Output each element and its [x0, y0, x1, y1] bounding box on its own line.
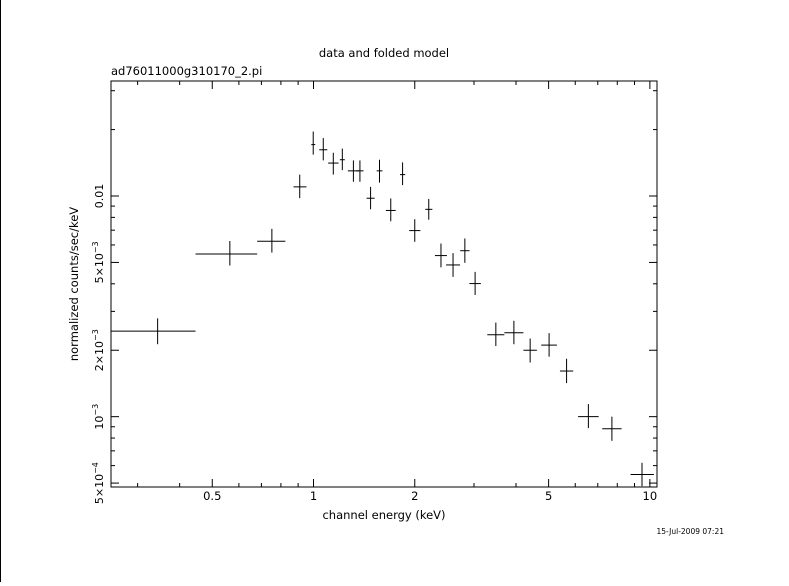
x-tick-labels: 0.5 1 2 5 10 — [203, 489, 657, 503]
data-point — [195, 241, 258, 266]
x-tick-label: 5 — [545, 489, 552, 503]
data-point — [376, 159, 383, 183]
data-point — [409, 219, 421, 242]
x-major-ticks — [211, 81, 651, 487]
data-point — [541, 333, 557, 357]
x-tick-label: 10 — [643, 489, 658, 503]
data-point — [339, 148, 345, 171]
x-minor-ticks — [137, 81, 635, 487]
plot-frame — [110, 80, 658, 488]
data-point — [111, 318, 196, 345]
data-points — [111, 131, 654, 487]
chart-title: data and folded model — [319, 46, 449, 60]
y-axis-label: normalized counts/sec/keV — [67, 207, 81, 361]
data-point — [630, 462, 654, 487]
y-tick-labels: 5×10−4 10−3 2×10−3 5×10−3 0.01 — [91, 184, 106, 504]
data-point — [385, 198, 396, 222]
x-tick-label: 1 — [310, 489, 317, 503]
data-point — [257, 228, 286, 253]
data-point — [434, 243, 447, 268]
data-point — [559, 358, 574, 384]
data-point — [460, 238, 470, 263]
y-tick-label: 5×10−3 — [91, 241, 106, 283]
data-point — [366, 186, 375, 210]
x-tick-label: 2 — [411, 489, 418, 503]
data-point — [425, 198, 433, 220]
data-point — [319, 138, 328, 161]
y-tick-label: 0.01 — [93, 184, 106, 209]
data-point — [356, 160, 364, 182]
chart-subtitle: ad76011000g310170_2.pi — [111, 64, 262, 78]
data-point — [328, 152, 339, 175]
data-point — [578, 404, 599, 429]
data-point — [523, 338, 537, 363]
y-tick-label: 5×10−4 — [91, 462, 106, 504]
y-minor-ticks — [111, 90, 657, 467]
data-point — [293, 174, 307, 199]
y-tick-label: 10−3 — [91, 404, 106, 430]
data-point — [602, 416, 622, 441]
x-axis-label: channel energy (keV) — [322, 508, 445, 522]
data-point — [311, 131, 316, 155]
data-point — [504, 320, 524, 345]
data-point — [400, 162, 406, 186]
window-left-border — [0, 0, 1, 582]
y-major-ticks — [111, 195, 657, 484]
data-point — [487, 322, 505, 347]
y-tick-label: 2×10−3 — [91, 329, 106, 371]
x-tick-label: 0.5 — [203, 489, 221, 503]
plot-timestamp: 15-Jul-2009 07:21 — [656, 527, 724, 536]
data-point — [469, 271, 481, 295]
data-point — [446, 253, 461, 277]
